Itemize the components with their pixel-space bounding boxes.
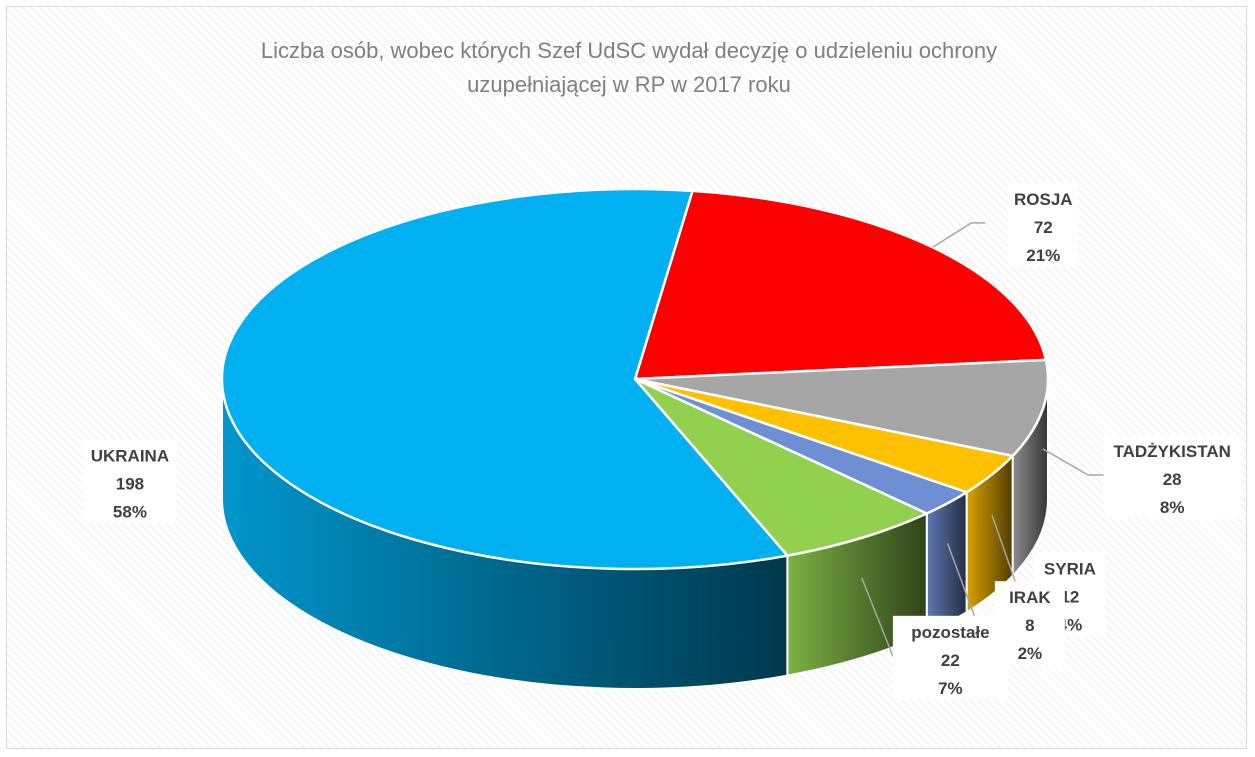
data-label-value: 72 xyxy=(1034,218,1053,237)
data-label-ukraina: UKRAINA 198 58% xyxy=(83,439,177,524)
data-label-category: SYRIA xyxy=(1044,560,1096,579)
pie-slice-tadzykistan xyxy=(633,358,1050,458)
data-label-rosja: ROSJA 72 21% xyxy=(1007,182,1079,267)
data-label-percent: 7% xyxy=(938,679,963,698)
data-label-percent: 58% xyxy=(113,503,147,522)
pie-slice-rosja xyxy=(633,189,1048,381)
data-label-value: 12 xyxy=(1060,588,1079,607)
pie-slice-pozostale xyxy=(633,377,928,557)
data-label-box xyxy=(1007,182,1079,267)
data-label-pozostale: pozostałe 22 7% xyxy=(892,615,1008,700)
data-label-box xyxy=(83,439,177,524)
data-label-box xyxy=(1103,435,1241,520)
leader-line-tadzykistan xyxy=(1042,448,1115,476)
chart-title-line-1: Liczba osób, wobec których Szef UdSC wyd… xyxy=(261,38,997,63)
leader-line-rosja xyxy=(932,222,986,248)
chart-title-line-2: uzupełniającej w RP w 2017 roku xyxy=(467,72,791,97)
leader-line-pozostale xyxy=(861,577,894,657)
data-label-value: 198 xyxy=(116,475,144,494)
data-label-percent: 21% xyxy=(1026,246,1060,265)
chart-area: Liczba osób, wobec których Szef UdSC wyd… xyxy=(6,6,1247,749)
chart-title: Liczba osób, wobec których Szef UdSC wyd… xyxy=(261,38,997,97)
pie-side-irak xyxy=(925,490,968,636)
data-label-value: 8 xyxy=(1025,616,1034,635)
data-label-category: UKRAINA xyxy=(91,447,169,466)
data-label-percent: 2% xyxy=(1018,644,1043,663)
pie-chart: Liczba osób, wobec których Szef UdSC wyd… xyxy=(83,38,1241,700)
pie-slice-ukraina xyxy=(220,187,789,571)
data-label-category: IRAK xyxy=(1009,588,1051,607)
data-label-category: TADŻYKISTAN xyxy=(1113,442,1230,461)
data-label-tadzykistan: TADŻYKISTAN 28 8% xyxy=(1103,435,1241,520)
data-label-value: 28 xyxy=(1163,470,1182,489)
data-label-category: pozostałe xyxy=(911,623,989,642)
data-label-box xyxy=(892,615,1008,700)
data-label-value: 22 xyxy=(941,651,960,670)
data-label-category: ROSJA xyxy=(1014,190,1073,209)
data-label-percent: 8% xyxy=(1160,498,1185,517)
